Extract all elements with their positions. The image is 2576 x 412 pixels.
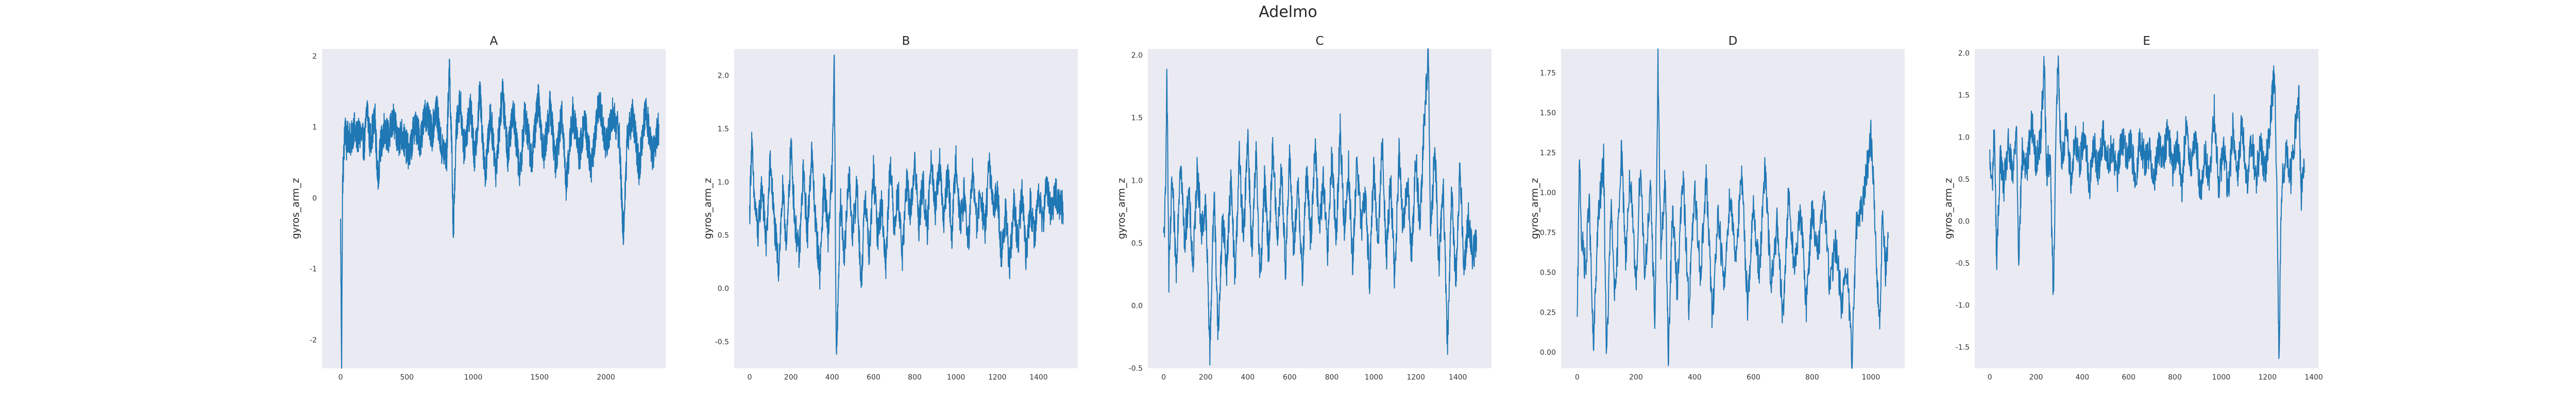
x-tick-label: 800	[908, 373, 922, 382]
x-tick-label: 400	[1688, 373, 1702, 382]
series-line	[340, 58, 659, 369]
y-tick-label: 1.5	[718, 125, 729, 133]
y-tick-label: 1.50	[1540, 109, 1556, 117]
y-tick-label: 0.5	[1131, 239, 1143, 248]
x-tick-label: 2000	[597, 373, 615, 382]
x-tick-label: 400	[2075, 373, 2089, 382]
panel-title: B	[902, 35, 910, 48]
chart-panel-C: C 0 200 400 600 800 1000 1200 1400 -0.5 0.0 0.5 1.0 1…	[1116, 35, 1492, 382]
plot-area	[1561, 49, 1905, 368]
y-tick-label: 0.0	[718, 285, 729, 293]
y-tick-label: 0.5	[718, 232, 729, 240]
y-axis-label: gyros_arm_z	[290, 178, 301, 239]
y-tick-label: 0.50	[1540, 269, 1556, 277]
y-axis-label: gyros_arm_z	[1943, 178, 1954, 239]
y-tick-label: 0.00	[1540, 349, 1556, 357]
x-tick-label: 500	[400, 373, 414, 382]
x-tick-label: 800	[1325, 373, 1339, 382]
x-tick-label: 1400	[1029, 373, 1048, 382]
series-line	[1989, 55, 2305, 359]
y-tick-label: -1.0	[1956, 302, 1970, 310]
y-tick-label: 2.0	[1131, 52, 1143, 60]
chart-panel-A: A 0 500 1000 1500 2000 -2 -1 0 1 2 gyros_arm_z	[290, 35, 666, 382]
y-tick-label: 0.0	[1131, 302, 1143, 310]
series-line	[749, 54, 1064, 355]
x-tick-label: 0	[1161, 373, 1166, 382]
y-tick-label: 0.75	[1540, 229, 1556, 237]
x-tick-label: 200	[1199, 373, 1213, 382]
y-tick-label: 2	[312, 53, 317, 61]
y-tick-label: 1.75	[1540, 70, 1556, 78]
y-tick-label: -0.5	[1129, 365, 1143, 373]
y-tick-label: -0.5	[1956, 260, 1970, 268]
y-tick-label: 1	[312, 124, 317, 132]
y-tick-label: 1.0	[1131, 177, 1143, 185]
chart-panel-E: E 0 200 400 600 800 1000 1200 1400 -1.5 -1.0 -0.5 0.…	[1943, 35, 2323, 382]
x-tick-label: 1500	[531, 373, 549, 382]
chart-panel-D: D 0 200 400 600 800 1000 0.00 0.25 0.50 0.75 1.00 1.…	[1529, 35, 1905, 382]
plot-area	[1975, 49, 2318, 368]
series-line	[1163, 48, 1477, 366]
y-tick-label: -1.5	[1956, 344, 1970, 352]
x-tick-label: 1200	[2258, 373, 2277, 382]
y-tick-label: 0.25	[1540, 309, 1556, 317]
x-tick-label: 600	[1283, 373, 1297, 382]
x-tick-label: 1000	[1365, 373, 1383, 382]
plot-area	[322, 49, 666, 368]
x-tick-label: 600	[2122, 373, 2136, 382]
x-tick-label: 1400	[2304, 373, 2323, 382]
y-tick-label: 1.25	[1540, 149, 1556, 158]
y-tick-label: -1	[310, 265, 317, 273]
panel-title: D	[1728, 35, 1738, 48]
y-tick-label: 2.0	[718, 72, 729, 80]
x-tick-label: 1000	[2212, 373, 2231, 382]
y-axis-label: gyros_arm_z	[1529, 178, 1540, 239]
series-line	[1577, 48, 1889, 369]
chart-panel-B: B 0 200 400 600 800 1000 1200 1400 -0.5 0.0 0.5 1.0 1…	[702, 35, 1078, 382]
y-tick-label: 0.5	[1958, 176, 1970, 184]
y-tick-label: 1.5	[1958, 92, 1970, 100]
x-tick-label: 1200	[1406, 373, 1425, 382]
figure-title: Adelmo	[1259, 3, 1317, 21]
x-tick-label: 800	[2168, 373, 2182, 382]
y-tick-label: 1.0	[718, 178, 729, 186]
plot-area	[734, 49, 1078, 368]
x-tick-label: 0	[748, 373, 752, 382]
x-tick-label: 800	[1805, 373, 1819, 382]
y-tick-label: 0	[312, 194, 317, 202]
x-tick-label: 600	[867, 373, 880, 382]
y-axis-label: gyros_arm_z	[702, 178, 714, 239]
x-tick-label: 400	[1241, 373, 1255, 382]
y-tick-label: 1.5	[1131, 114, 1143, 123]
x-tick-label: 0	[338, 373, 343, 382]
x-tick-label: 1200	[988, 373, 1007, 382]
x-tick-label: 200	[1629, 373, 1643, 382]
panel-title: E	[2143, 35, 2150, 48]
x-tick-label: 1000	[1862, 373, 1880, 382]
x-tick-label: 1000	[947, 373, 965, 382]
panel-title: C	[1315, 35, 1324, 48]
x-tick-label: 200	[784, 373, 798, 382]
y-tick-label: 1.00	[1540, 189, 1556, 197]
x-tick-label: 400	[825, 373, 839, 382]
x-tick-label: 0	[1988, 373, 1992, 382]
y-tick-label: -0.5	[715, 338, 729, 346]
panel-title: A	[490, 35, 498, 48]
y-tick-label: -2	[310, 336, 317, 345]
x-tick-label: 200	[2029, 373, 2043, 382]
x-tick-label: 1400	[1449, 373, 1467, 382]
x-tick-label: 1000	[464, 373, 483, 382]
y-tick-label: 1.0	[1958, 133, 1970, 142]
y-axis-label: gyros_arm_z	[1116, 178, 1127, 239]
y-tick-label: 0.0	[1958, 217, 1970, 226]
y-tick-label: 2.0	[1958, 49, 1970, 58]
x-tick-label: 600	[1747, 373, 1760, 382]
x-tick-label: 0	[1575, 373, 1580, 382]
